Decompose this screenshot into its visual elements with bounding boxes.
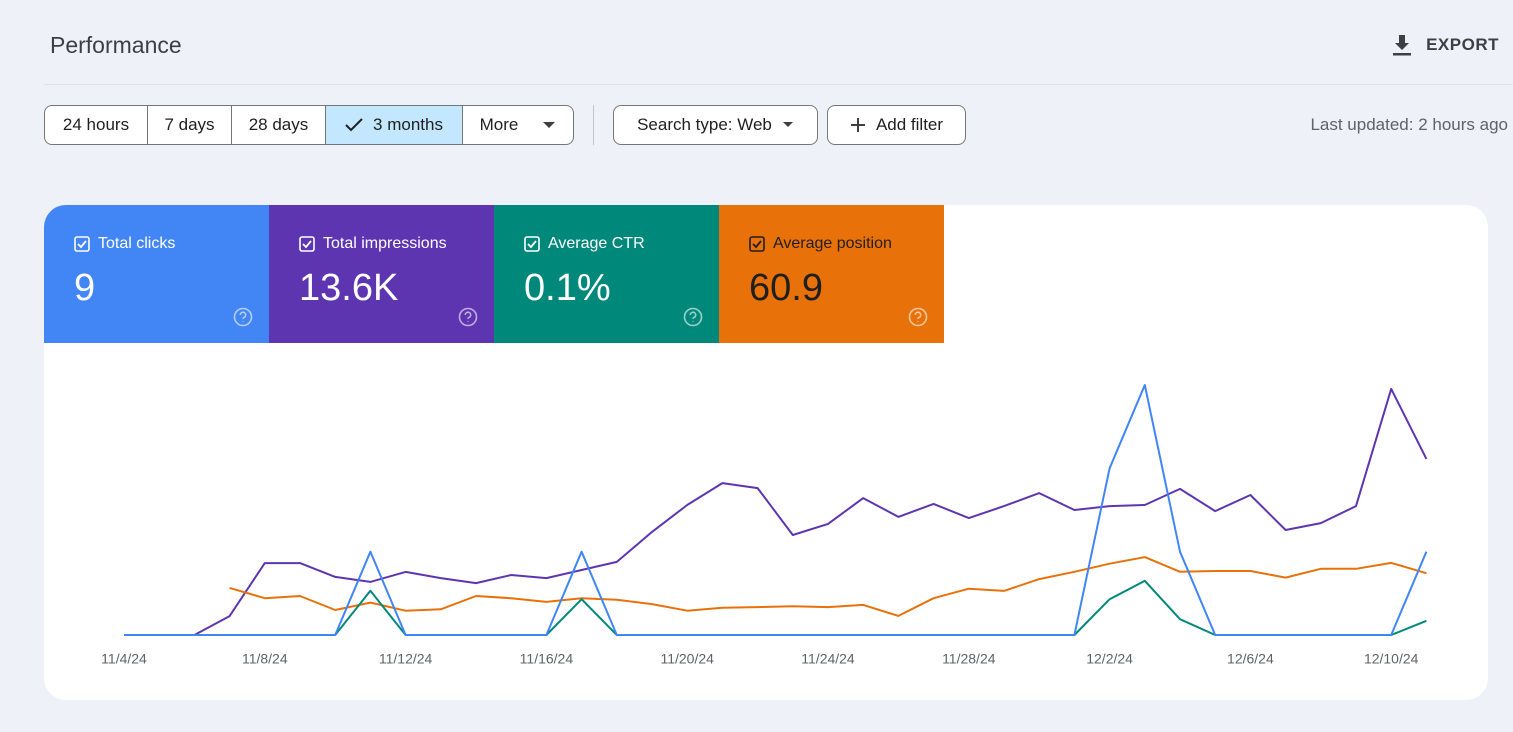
- help-circle: [233, 307, 253, 327]
- download-icon: [1393, 35, 1412, 56]
- search-type-button[interactable]: Search type: Web: [613, 105, 818, 145]
- add-filter-label: Add filter: [875, 115, 944, 134]
- caret: [782, 122, 793, 127]
- range-label: 24 hours: [62, 115, 130, 134]
- checkbox-box: [74, 236, 90, 252]
- x-tick-label: 11/28/24: [942, 651, 996, 667]
- metric-tile[interactable]: Average position 60.9: [719, 205, 944, 343]
- range-button[interactable]: 7 days: [148, 106, 232, 144]
- page-title: Performance: [50, 32, 182, 58]
- checkbox: [74, 236, 90, 252]
- metric-label-row: Total impressions: [299, 235, 447, 253]
- metric-label: Total impressions: [323, 235, 447, 252]
- metric-label: Average position: [773, 235, 892, 252]
- help-icon: [908, 307, 928, 327]
- metric-label-row: Average position: [749, 235, 892, 253]
- checkbox-check: [527, 240, 537, 249]
- caret: [543, 122, 556, 128]
- chart: 11/4/24 11/8/24 11/12/24 11/16/24 11/20/24 11…: [101, 384, 1428, 667]
- check: [345, 118, 363, 132]
- separator: [44, 84, 1513, 85]
- x-tick-label: 11/20/24: [660, 651, 714, 667]
- range-button[interactable]: More: [463, 106, 573, 144]
- help-circle: [908, 307, 928, 327]
- x-tick-label: 12/10/24: [1364, 651, 1419, 667]
- x-tick-label: 11/16/24: [520, 651, 574, 667]
- series-line: [124, 579, 1427, 636]
- help-mark: [239, 311, 247, 322]
- x-tick-label: 12/2/24: [1086, 651, 1133, 667]
- checkbox-box: [299, 236, 315, 252]
- metric-label: Average CTR: [548, 235, 645, 252]
- export-button[interactable]: EXPORT: [1392, 34, 1499, 56]
- plus-icon: [850, 118, 865, 132]
- export-label: EXPORT: [1426, 35, 1499, 54]
- x-tick-label: 11/12/24: [379, 651, 433, 667]
- range-button[interactable]: 28 days: [232, 106, 326, 144]
- series-line: [124, 387, 1428, 636]
- search-type-label: Search type: Web: [637, 115, 772, 134]
- metric-value: 9: [74, 267, 96, 309]
- x-tick-label: 11/4/24: [101, 651, 147, 667]
- checkbox-box: [524, 236, 540, 252]
- metric-value: 0.1%: [524, 267, 611, 309]
- metric-value: 13.6K: [299, 267, 399, 309]
- help-mark: [464, 311, 472, 322]
- checkbox-check: [77, 240, 87, 249]
- range-label: 28 days: [248, 115, 309, 134]
- help-icon: [683, 307, 703, 327]
- check-icon: [345, 118, 363, 132]
- help-circle: [683, 307, 703, 327]
- checkbox: [524, 236, 540, 252]
- metric-tile[interactable]: Total clicks 9: [44, 205, 269, 343]
- help-circle: [458, 307, 478, 327]
- add-filter-button[interactable]: Add filter: [827, 105, 966, 145]
- x-tick-label: 11/8/24: [242, 651, 288, 667]
- help-mark: [914, 311, 922, 322]
- range-label: 3 months: [373, 115, 443, 134]
- metric-tile[interactable]: Total impressions 13.6K: [269, 205, 494, 343]
- series-line: [124, 384, 1428, 636]
- checkbox: [299, 236, 315, 252]
- metric-label-row: Average CTR: [524, 235, 645, 253]
- checkbox: [749, 236, 765, 252]
- metric-value: 60.9: [749, 267, 823, 309]
- checkbox-box: [749, 236, 765, 252]
- checkbox-check: [302, 240, 312, 249]
- help-icon: [458, 307, 478, 327]
- metric-label-row: Total clicks: [74, 235, 175, 253]
- x-tick-label: 11/24/24: [801, 651, 855, 667]
- divider: [593, 105, 594, 145]
- last-updated: Last updated: 2 hours ago: [1310, 115, 1508, 134]
- range-selector: 24 hours 7 days 28 days 3 months More: [44, 105, 574, 145]
- range-label: 7 days: [164, 115, 215, 134]
- series-line: [229, 556, 1427, 617]
- range-button[interactable]: 3 months: [326, 106, 463, 144]
- checkbox-check: [752, 240, 762, 249]
- chart-card: 11/4/24 11/8/24 11/12/24 11/16/24 11/20/24 11…: [44, 205, 1488, 700]
- help-icon: [233, 307, 253, 327]
- x-tick-label: 12/6/24: [1227, 651, 1274, 667]
- caret-shape: [543, 122, 556, 128]
- help-mark: [689, 311, 697, 322]
- metric-tile[interactable]: Average CTR 0.1%: [494, 205, 719, 343]
- metric-label: Total clicks: [98, 235, 176, 252]
- range-label: More: [479, 115, 519, 134]
- range-button[interactable]: 24 hours: [45, 106, 148, 144]
